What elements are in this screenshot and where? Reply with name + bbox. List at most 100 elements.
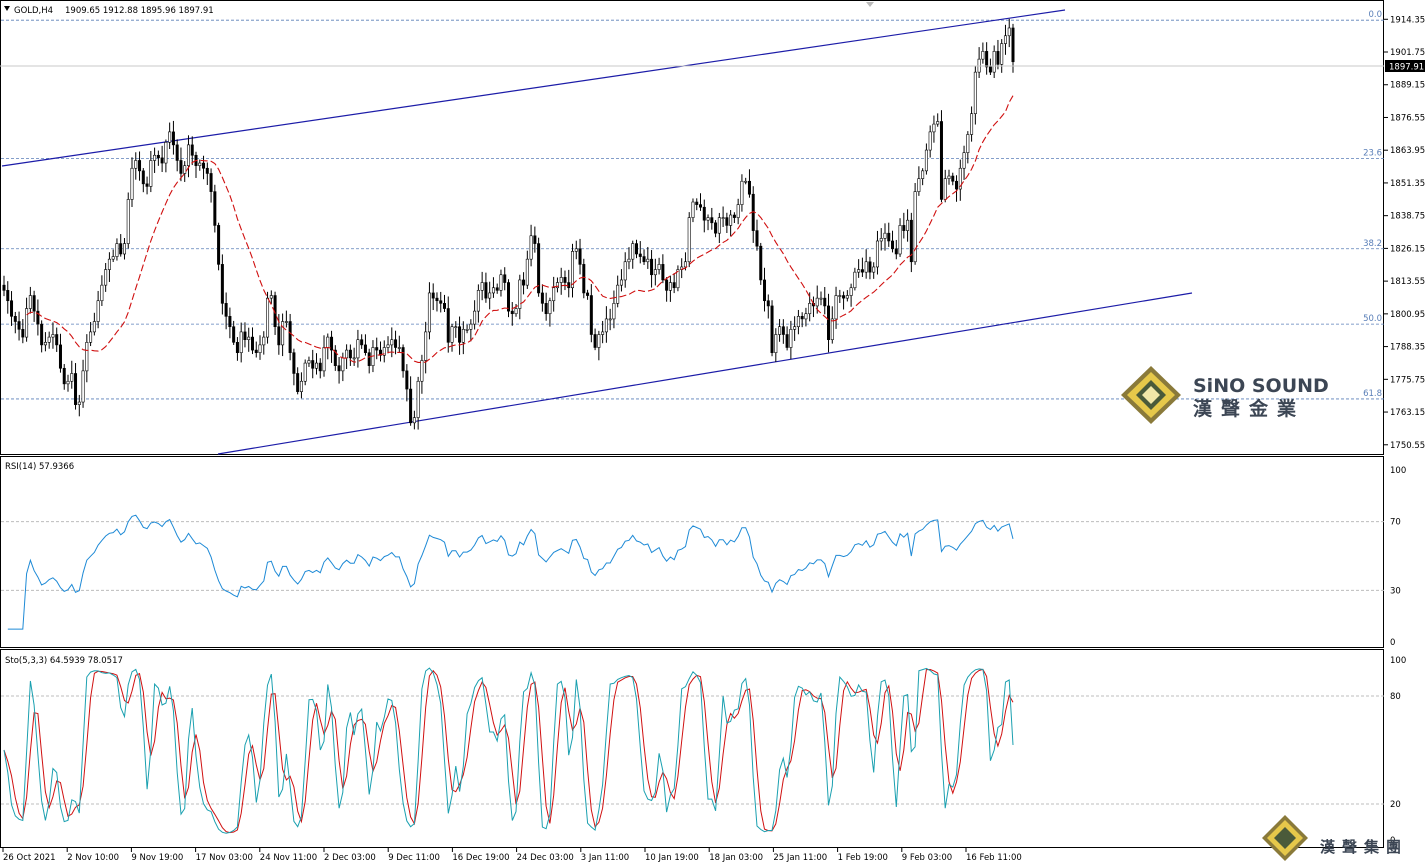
candle-body	[736, 204, 740, 218]
candle-body	[763, 279, 767, 302]
candle-body	[627, 258, 631, 263]
candle-body	[657, 264, 661, 270]
candle-body	[619, 279, 623, 286]
candle-body	[552, 287, 556, 302]
candle-body	[503, 274, 507, 283]
candle-body	[661, 264, 665, 281]
candle-body	[126, 199, 130, 244]
candle-body	[322, 347, 326, 372]
candle-body	[488, 292, 492, 299]
candle-body	[985, 51, 989, 68]
candle-body	[74, 373, 78, 405]
candle-body	[781, 326, 785, 335]
candle-body	[254, 349, 258, 353]
candle-body	[616, 284, 620, 304]
candle-body	[642, 256, 646, 263]
candle-body	[439, 300, 443, 304]
candle-body	[111, 256, 115, 260]
candle-body	[883, 232, 887, 239]
candle-body	[973, 71, 977, 115]
candle-body	[924, 149, 928, 172]
candle-body	[153, 154, 157, 161]
candle-body	[70, 373, 74, 382]
rsi-line	[7, 514, 1014, 630]
candle-body	[326, 336, 330, 348]
candle-body	[823, 297, 827, 307]
candle-body	[653, 269, 657, 276]
candle-body	[458, 326, 462, 343]
candle-body	[202, 162, 206, 169]
candle-body	[450, 326, 454, 343]
candle-body	[533, 235, 537, 244]
candle-body	[563, 277, 567, 283]
candle-body	[107, 258, 111, 270]
time-tick-label: 9 Dec 11:00	[388, 853, 440, 863]
candle-body	[755, 230, 759, 247]
candle-body	[947, 175, 951, 179]
candle-body	[638, 253, 642, 257]
candle-body	[2, 284, 6, 291]
rsi-axis: 100 70 30 0	[1390, 466, 1406, 648]
candle-body	[525, 258, 529, 286]
candle-body	[405, 370, 409, 390]
rsi-tick-label: 30	[1390, 586, 1401, 596]
sto-tick-label: 100	[1390, 656, 1406, 666]
symbol-label: GOLD,H4	[14, 6, 53, 16]
price-tick-label: 1851.35	[1390, 179, 1425, 189]
candle-body	[341, 357, 345, 372]
candle-body	[122, 243, 126, 255]
candle-body	[800, 316, 804, 320]
ohlc-label: 1909.65 1912.88 1895.96 1897.91	[65, 6, 214, 16]
fib-level-label: 23.6	[1363, 148, 1382, 158]
sto-pane-frame	[0, 649, 1384, 848]
candle-body	[853, 271, 857, 289]
rsi-tick-label: 0	[1390, 638, 1395, 648]
candle-body	[789, 329, 793, 348]
candle-body	[382, 347, 386, 356]
candle-body	[909, 219, 913, 263]
time-tick-label: 16 Feb 11:00	[966, 853, 1022, 863]
candle-body	[842, 295, 846, 299]
candle-body	[962, 152, 966, 169]
candle-body	[774, 334, 778, 353]
candle-body	[958, 167, 962, 190]
candle-body	[518, 279, 522, 309]
stochastic-signal-line	[3, 668, 1014, 834]
candle-body	[281, 321, 285, 346]
candle-body	[574, 248, 578, 252]
candle-body	[672, 282, 676, 289]
candle-body	[510, 310, 514, 315]
candle-body	[819, 297, 823, 300]
candle-body	[299, 380, 303, 392]
candle-body	[81, 370, 85, 403]
time-tick-label: 24 Dec 03:00	[517, 853, 574, 863]
candle-body	[330, 336, 334, 351]
candle-body	[838, 295, 842, 297]
candle-body	[348, 349, 352, 359]
candle-body	[725, 217, 729, 226]
candle-body	[288, 321, 292, 353]
candle-body	[567, 282, 571, 289]
candle-body	[269, 295, 273, 299]
price-tick-label: 1914.35	[1390, 15, 1425, 25]
candle-body	[303, 362, 307, 382]
candle-body	[894, 248, 898, 255]
price-tick-label: 1763.15	[1390, 408, 1425, 418]
symbol-menu-icon[interactable]	[4, 6, 10, 11]
candle-body	[537, 243, 541, 294]
rsi-title: RSI(14) 57.9366	[5, 462, 74, 472]
candle-body	[778, 326, 782, 335]
price-axis: 1914.35 1901.75 1889.15 1876.55 1863.95 1851.…	[1384, 15, 1425, 451]
time-tick-label: 10 Jan 19:00	[645, 853, 699, 863]
candle-body	[10, 300, 14, 317]
candle-body	[540, 292, 544, 304]
candle-body	[917, 178, 921, 192]
candle-body	[375, 347, 379, 351]
candle-body	[62, 367, 66, 385]
sto-title: Sto(5,3,3) 64.5939 78.0517	[5, 656, 123, 666]
candle-body	[785, 334, 789, 348]
candle-body	[424, 331, 428, 361]
stochastic-main-line	[3, 667, 1014, 834]
candle-body	[427, 292, 431, 333]
shift-marker-icon[interactable]	[866, 2, 874, 7]
